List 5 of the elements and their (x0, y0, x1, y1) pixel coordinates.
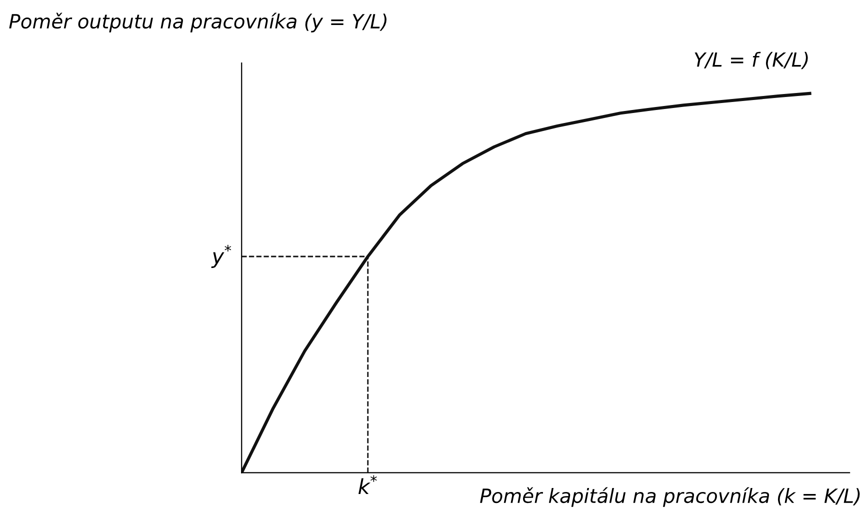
ref-line-label: y$^{*}$ (211, 244, 232, 268)
y-axis-title: Poměr outputu na pracovníka (y = Y/L) (9, 12, 386, 32)
text: k$^{*}$ (358, 475, 377, 494)
series-label: Y/L = f (K/L) (694, 52, 808, 70)
x-axis-title: Poměr kapitálu na pracovníka (k = K/L) (480, 487, 860, 507)
